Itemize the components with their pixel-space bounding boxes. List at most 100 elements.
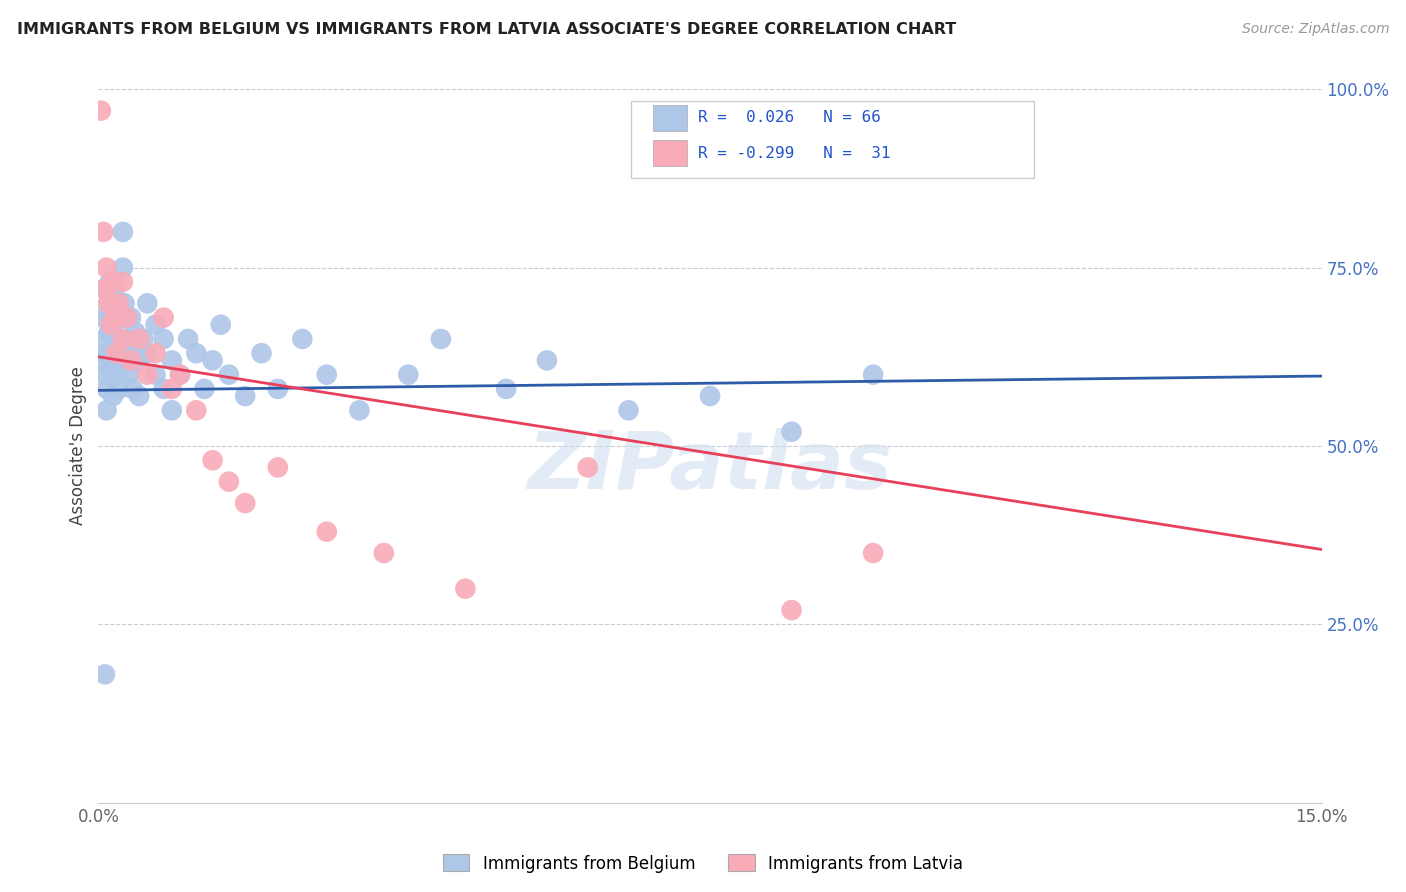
Point — [186, 346, 208, 360]
Point — [201, 453, 224, 467]
Point — [96, 403, 118, 417]
Point — [315, 524, 337, 539]
Point — [91, 225, 114, 239]
Point — [780, 425, 803, 439]
Y-axis label: Associate's Degree: Associate's Degree — [69, 367, 87, 525]
Point — [98, 325, 121, 339]
Point — [98, 275, 121, 289]
Point — [96, 382, 118, 396]
Point — [218, 475, 240, 489]
Point — [120, 346, 142, 360]
Point — [94, 282, 117, 296]
Point — [373, 546, 395, 560]
Point — [111, 353, 134, 368]
Legend: Immigrants from Belgium, Immigrants from Latvia: Immigrants from Belgium, Immigrants from… — [436, 847, 970, 880]
Point — [160, 353, 183, 368]
Point — [94, 667, 117, 681]
Point — [136, 296, 159, 310]
Point — [96, 260, 118, 275]
Point — [115, 332, 138, 346]
Point — [128, 332, 150, 346]
Point — [105, 368, 128, 382]
Point — [780, 603, 803, 617]
Point — [115, 310, 138, 325]
Point — [315, 368, 337, 382]
Point — [233, 496, 256, 510]
Point — [110, 339, 132, 353]
Point — [100, 346, 122, 360]
Point — [111, 332, 134, 346]
Point — [101, 389, 124, 403]
Point — [104, 310, 127, 325]
Point — [617, 403, 640, 417]
Point — [201, 353, 224, 368]
Point — [108, 296, 131, 310]
Point — [349, 403, 371, 417]
Point — [121, 382, 143, 396]
FancyBboxPatch shape — [652, 105, 686, 130]
Point — [96, 346, 118, 360]
Point — [862, 546, 884, 560]
Point — [101, 275, 124, 289]
Point — [128, 353, 150, 368]
Point — [233, 389, 256, 403]
Point — [97, 296, 120, 310]
Point — [93, 282, 115, 296]
Text: Source: ZipAtlas.com: Source: ZipAtlas.com — [1241, 22, 1389, 37]
Point — [267, 460, 290, 475]
Point — [111, 260, 134, 275]
Point — [576, 460, 599, 475]
Point — [105, 332, 128, 346]
FancyBboxPatch shape — [652, 140, 686, 166]
Point — [104, 353, 127, 368]
Point — [94, 368, 117, 382]
Point — [160, 403, 183, 417]
Point — [152, 382, 174, 396]
Point — [136, 346, 159, 360]
Text: ZIPatlas: ZIPatlas — [527, 428, 893, 507]
Point — [97, 296, 120, 310]
Point — [152, 332, 174, 346]
Text: R = -0.299   N =  31: R = -0.299 N = 31 — [697, 145, 890, 161]
Point — [454, 582, 477, 596]
Point — [104, 318, 127, 332]
Point — [111, 310, 134, 325]
Point — [94, 332, 117, 346]
Point — [90, 103, 112, 118]
Point — [111, 275, 134, 289]
Point — [120, 353, 142, 368]
Point — [124, 325, 146, 339]
Point — [177, 332, 200, 346]
Point — [169, 368, 191, 382]
Point — [536, 353, 558, 368]
Point — [152, 310, 174, 325]
Point — [90, 353, 112, 368]
Point — [114, 296, 136, 310]
Text: R =  0.026   N = 66: R = 0.026 N = 66 — [697, 111, 880, 125]
Point — [193, 382, 215, 396]
Point — [218, 368, 240, 382]
Point — [101, 368, 124, 382]
Point — [120, 310, 142, 325]
Point — [105, 346, 128, 360]
Point — [100, 310, 122, 325]
Point — [862, 368, 884, 382]
Point — [145, 346, 167, 360]
Point — [132, 332, 155, 346]
Point — [145, 318, 167, 332]
Point — [396, 368, 419, 382]
FancyBboxPatch shape — [630, 102, 1035, 178]
Point — [136, 368, 159, 382]
Point — [169, 368, 191, 382]
Point — [267, 382, 290, 396]
Text: IMMIGRANTS FROM BELGIUM VS IMMIGRANTS FROM LATVIA ASSOCIATE'S DEGREE CORRELATION: IMMIGRANTS FROM BELGIUM VS IMMIGRANTS FR… — [17, 22, 956, 37]
Point — [186, 403, 208, 417]
Point — [430, 332, 453, 346]
Point — [108, 382, 131, 396]
Point — [495, 382, 517, 396]
Point — [128, 389, 150, 403]
Point — [209, 318, 232, 332]
Point — [100, 318, 122, 332]
Point — [91, 310, 114, 325]
Point — [104, 282, 127, 296]
